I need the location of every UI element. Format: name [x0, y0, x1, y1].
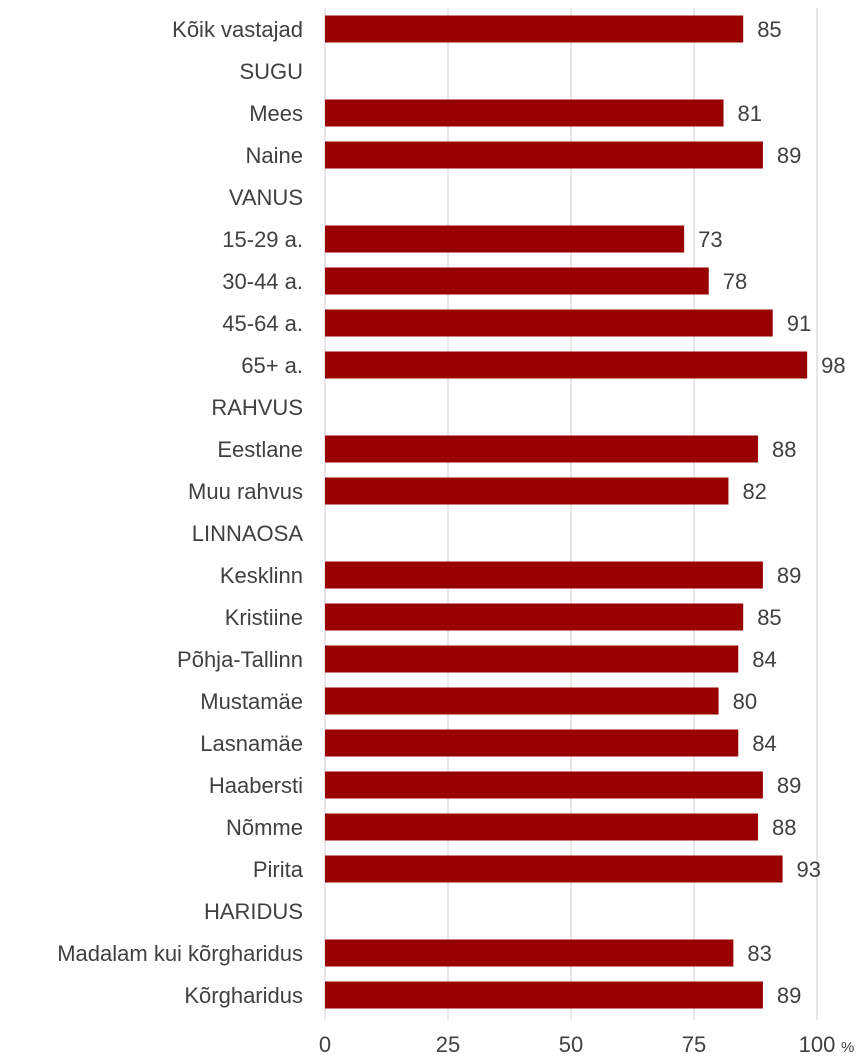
gridlines: [324, 8, 818, 1020]
bar: [325, 981, 763, 1009]
category-label: 45-64 a.: [222, 311, 303, 336]
bars: [325, 15, 808, 1009]
x-tick-label: 25: [436, 1032, 460, 1057]
value-label: 83: [747, 941, 771, 966]
value-label: 88: [772, 437, 796, 462]
value-label: 85: [757, 17, 781, 42]
category-label: Põhja-Tallinn: [177, 647, 303, 672]
category-label: Kristiine: [225, 605, 303, 630]
value-label: 78: [723, 269, 747, 294]
bar: [325, 939, 734, 967]
value-label: 84: [752, 647, 776, 672]
value-label: 80: [733, 689, 757, 714]
category-label: LINNAOSA: [192, 521, 304, 546]
bar: [325, 645, 739, 673]
category-labels: Kõik vastajad SUGU Mees Naine VANUS 15-29 a. 3…: [57, 17, 304, 1008]
category-label: SUGU: [239, 59, 303, 84]
bar: [325, 435, 758, 463]
value-label: 93: [797, 857, 821, 882]
value-label: 98: [821, 353, 845, 378]
category-label: VANUS: [229, 185, 303, 210]
category-label: RAHVUS: [211, 395, 303, 420]
value-label: 85: [757, 605, 781, 630]
bar: [325, 561, 763, 589]
category-label: Mustamäe: [200, 689, 303, 714]
x-tick-label: 50: [559, 1032, 583, 1057]
value-label: 89: [777, 983, 801, 1008]
category-label: Naine: [246, 143, 303, 168]
category-label: HARIDUS: [204, 899, 303, 924]
bar: [325, 729, 739, 757]
value-label: 89: [777, 563, 801, 588]
bar: [325, 351, 808, 379]
bar: [325, 813, 758, 841]
value-label: 91: [787, 311, 811, 336]
category-label: Muu rahvus: [188, 479, 303, 504]
category-label: Lasnamäe: [200, 731, 303, 756]
bar: [325, 15, 744, 43]
value-label: 81: [738, 101, 762, 126]
value-label: 73: [698, 227, 722, 252]
value-label: 89: [777, 773, 801, 798]
category-label: Mees: [249, 101, 303, 126]
category-label: 65+ a.: [241, 353, 303, 378]
category-label: Kõik vastajad: [172, 17, 303, 42]
bar: [325, 141, 763, 169]
x-tick-label: 100: [799, 1032, 836, 1057]
bar: [325, 687, 719, 715]
value-label: 89: [777, 143, 801, 168]
bar: [325, 603, 744, 631]
value-label: 88: [772, 815, 796, 840]
bar: [325, 771, 763, 799]
bar: [325, 477, 729, 505]
category-label: Haabersti: [209, 773, 303, 798]
bar: [325, 309, 773, 337]
x-tick-label: 75: [682, 1032, 706, 1057]
bar: [325, 225, 685, 253]
bar: [325, 267, 709, 295]
category-label: Eestlane: [217, 437, 303, 462]
value-label: 82: [742, 479, 766, 504]
category-label: 15-29 a.: [222, 227, 303, 252]
category-label: Nõmme: [226, 815, 303, 840]
category-label: Madalam kui kõrgharidus: [57, 941, 303, 966]
bar: [325, 99, 724, 127]
value-label: 84: [752, 731, 776, 756]
category-label: 30-44 a.: [222, 269, 303, 294]
bar: [325, 855, 783, 883]
x-unit-label: %: [841, 1039, 854, 1056]
category-label: Pirita: [253, 857, 304, 882]
x-tick-label: 0: [319, 1032, 331, 1057]
category-label: Kesklinn: [220, 563, 303, 588]
x-axis-ticks: 0 25 50 75 100%: [319, 1032, 854, 1057]
category-label: Kõrgharidus: [184, 983, 303, 1008]
